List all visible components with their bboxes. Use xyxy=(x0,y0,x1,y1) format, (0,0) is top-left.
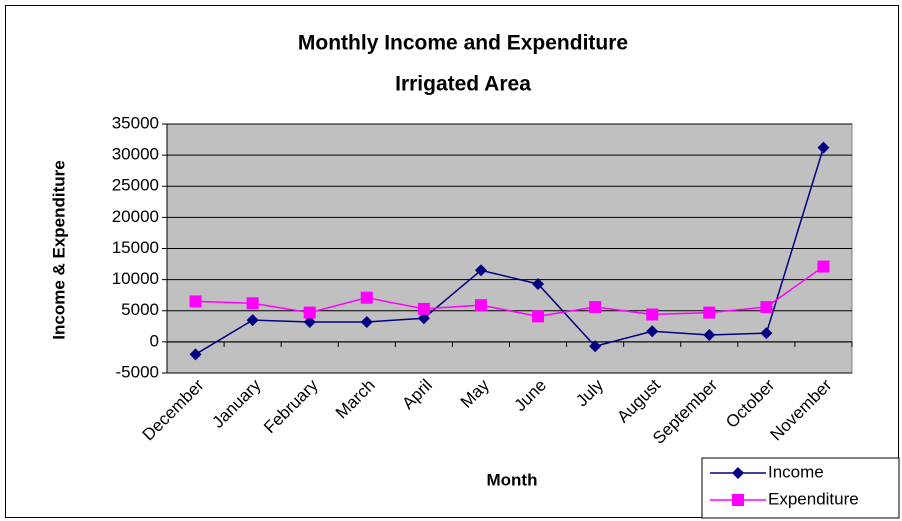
point xyxy=(817,141,830,154)
point xyxy=(303,315,316,328)
point xyxy=(703,329,716,342)
point xyxy=(474,264,487,277)
chart-title: Monthly Income and Expenditure xyxy=(298,32,628,55)
point xyxy=(760,301,773,314)
point xyxy=(417,312,430,325)
y-tick-label: 35000 xyxy=(112,113,159,132)
point xyxy=(246,314,259,327)
point xyxy=(532,310,545,323)
point xyxy=(646,308,659,321)
point xyxy=(703,306,716,319)
y-tick-label: 20000 xyxy=(112,207,159,226)
y-tick-label: 15000 xyxy=(112,238,159,257)
legend xyxy=(701,457,900,519)
legend-label: Income xyxy=(768,462,824,481)
x-axis-title: Month xyxy=(487,470,538,489)
point xyxy=(646,325,659,338)
point xyxy=(360,291,373,304)
point xyxy=(474,299,487,312)
point xyxy=(246,297,259,310)
y-tick-label: 0 xyxy=(150,331,159,350)
point xyxy=(532,277,545,290)
point xyxy=(189,295,202,308)
point xyxy=(360,315,373,328)
chart-subtitle: Irrigated Area xyxy=(395,73,531,96)
point xyxy=(189,348,202,361)
point xyxy=(589,301,602,314)
series-line xyxy=(195,265,824,318)
legend-marker xyxy=(732,494,744,506)
point xyxy=(417,302,430,315)
y-tick-label: 25000 xyxy=(112,176,159,195)
legend-label: Expenditure xyxy=(768,489,859,508)
point xyxy=(817,260,830,273)
point xyxy=(589,340,602,353)
y-tick-label: 30000 xyxy=(112,145,159,164)
y-axis-title: Income & Expenditure xyxy=(49,160,68,339)
point xyxy=(760,327,773,340)
y-tick-label: -5000 xyxy=(116,362,159,381)
y-tick-label: 10000 xyxy=(112,269,159,288)
y-tick-label: 5000 xyxy=(121,300,159,319)
series-line xyxy=(195,147,825,355)
point xyxy=(303,306,316,319)
legend-marker xyxy=(732,467,744,479)
